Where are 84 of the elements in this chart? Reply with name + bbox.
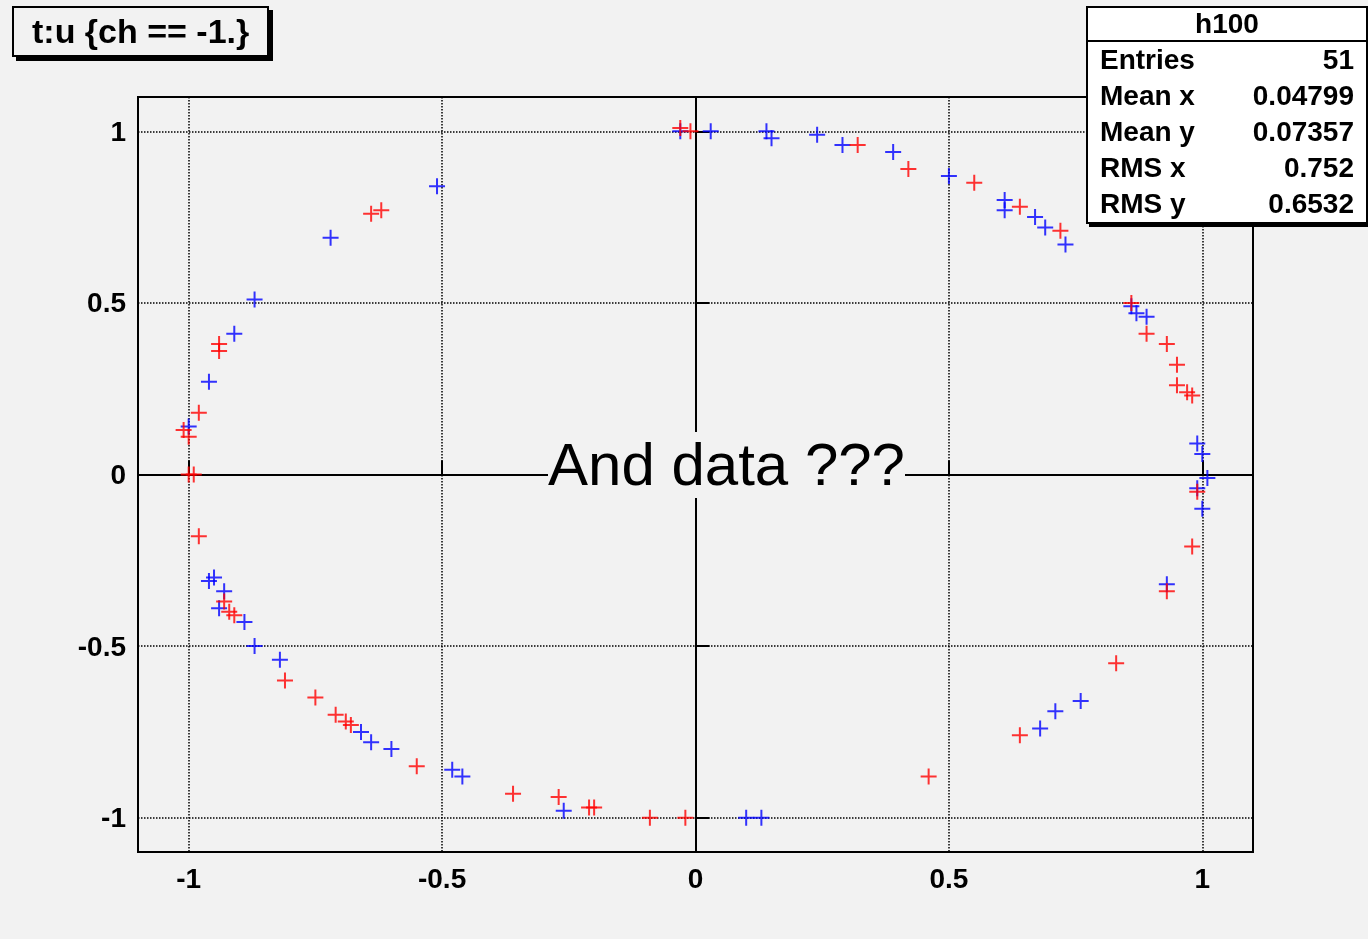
text: Entries bbox=[1100, 43, 1195, 77]
point bbox=[549, 788, 568, 807]
point bbox=[210, 599, 229, 618]
point bbox=[1010, 726, 1029, 745]
point bbox=[640, 808, 659, 827]
point bbox=[189, 403, 208, 422]
point bbox=[199, 372, 218, 391]
y-tick-label: -1 bbox=[101, 802, 126, 834]
y-tick-label: -0.5 bbox=[77, 630, 126, 662]
point bbox=[833, 136, 852, 155]
point bbox=[808, 125, 827, 144]
annotation: RMS y bbox=[1100, 187, 1186, 221]
point bbox=[919, 767, 938, 786]
x-tick-label: 1 bbox=[1194, 862, 1211, 894]
point bbox=[1157, 335, 1176, 354]
point bbox=[1107, 654, 1126, 673]
point bbox=[199, 571, 218, 590]
point bbox=[210, 335, 229, 354]
text: 51 bbox=[1322, 43, 1354, 77]
annotation: And data ??? bbox=[548, 431, 905, 498]
point bbox=[1056, 235, 1075, 254]
point bbox=[1183, 537, 1202, 556]
point bbox=[737, 808, 756, 827]
text: 0.6532 bbox=[1268, 187, 1354, 221]
point bbox=[676, 808, 695, 827]
point bbox=[225, 606, 244, 625]
annotation: Mean y bbox=[1100, 115, 1195, 149]
point bbox=[306, 688, 325, 707]
y-tick-label: 0 bbox=[110, 459, 126, 490]
point bbox=[681, 122, 700, 141]
point bbox=[701, 122, 720, 141]
point bbox=[1031, 719, 1050, 738]
point bbox=[321, 228, 340, 247]
point bbox=[245, 637, 264, 656]
annotation: 0.04799 bbox=[1252, 79, 1354, 113]
point bbox=[1167, 355, 1186, 374]
point bbox=[189, 527, 208, 546]
point bbox=[1183, 386, 1202, 405]
point bbox=[341, 716, 360, 735]
y-tick-label: 0.5 bbox=[87, 287, 126, 319]
text: 0.752 bbox=[1283, 151, 1354, 185]
point bbox=[1157, 582, 1176, 601]
annotation: 0.07357 bbox=[1252, 115, 1354, 149]
point bbox=[848, 136, 867, 155]
point bbox=[235, 613, 254, 632]
point bbox=[1010, 197, 1029, 216]
point bbox=[752, 808, 771, 827]
point bbox=[939, 166, 958, 185]
point bbox=[245, 290, 264, 309]
x-tick-label: -1 bbox=[176, 862, 202, 894]
point bbox=[428, 177, 447, 196]
point bbox=[179, 465, 198, 484]
point bbox=[382, 740, 401, 759]
point bbox=[275, 671, 294, 690]
chart-title: t:u {ch == -1.} bbox=[12, 6, 270, 57]
annotation: RMS x bbox=[1100, 151, 1186, 185]
point bbox=[407, 757, 426, 776]
point bbox=[671, 118, 690, 137]
point bbox=[205, 568, 224, 587]
point bbox=[965, 173, 984, 192]
point bbox=[1071, 692, 1090, 710]
x-tick-label: -0.5 bbox=[417, 862, 467, 894]
text: h100 bbox=[1088, 8, 1366, 42]
point bbox=[1122, 293, 1141, 312]
point bbox=[372, 201, 391, 220]
point bbox=[1137, 307, 1156, 326]
point bbox=[225, 324, 244, 343]
point bbox=[504, 784, 523, 803]
point bbox=[362, 204, 381, 223]
point bbox=[1193, 499, 1212, 518]
x-tick-label: 0 bbox=[687, 862, 704, 894]
point bbox=[1046, 702, 1065, 721]
point bbox=[554, 801, 573, 820]
point bbox=[580, 798, 599, 817]
annotation: Mean x bbox=[1100, 79, 1195, 113]
point bbox=[995, 201, 1014, 220]
x-tick-label: 0.5 bbox=[929, 862, 969, 894]
point bbox=[899, 160, 918, 179]
point bbox=[1051, 221, 1070, 240]
point bbox=[1198, 468, 1217, 487]
point bbox=[270, 650, 289, 669]
point bbox=[1137, 324, 1156, 343]
point bbox=[884, 142, 903, 161]
y-tick-label: 1 bbox=[110, 115, 126, 147]
